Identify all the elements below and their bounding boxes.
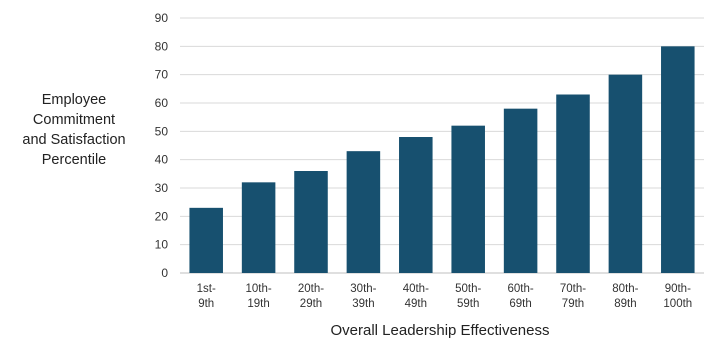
bar xyxy=(661,46,695,274)
y-tick-label: 20 xyxy=(155,209,169,223)
bar xyxy=(241,182,276,273)
bar xyxy=(608,74,643,274)
bar xyxy=(556,94,590,273)
x-tick-label: 10th- xyxy=(245,283,271,295)
x-tick-label: 30th- xyxy=(350,283,376,295)
x-tick-label: 19th xyxy=(247,298,269,310)
bar xyxy=(189,207,223,273)
y-axis-title: Employee Commitment and Satisfaction Per… xyxy=(4,90,144,170)
y-tick-label: 50 xyxy=(155,124,169,138)
y-tick-label: 70 xyxy=(155,68,169,82)
bar xyxy=(503,108,538,274)
bar xyxy=(346,151,381,273)
x-tick-label: 89th xyxy=(614,298,636,310)
x-tick-label: 29th xyxy=(300,298,322,310)
x-tick-label: 100th xyxy=(663,298,692,310)
x-tick-label: 70th- xyxy=(560,283,586,295)
bar xyxy=(451,125,485,274)
bar xyxy=(294,171,328,273)
x-tick-label: 20th- xyxy=(298,283,324,295)
y-axis-title-line: Commitment xyxy=(32,112,116,128)
y-tick-label: 80 xyxy=(155,39,169,53)
x-tick-label: 79th xyxy=(562,298,584,310)
y-tick-label: 10 xyxy=(155,238,169,252)
x-axis-title: Overall Leadership Effectiveness xyxy=(330,322,550,339)
y-axis-title-line: Percentile xyxy=(41,152,107,168)
x-tick-label: 80th- xyxy=(612,283,638,295)
x-tick-label: 59th xyxy=(457,298,479,310)
y-tick-label: 30 xyxy=(155,181,169,195)
x-tick-label: 39th xyxy=(352,298,374,310)
y-tick-label: 90 xyxy=(155,11,169,25)
x-tick-label: 90th- xyxy=(665,283,691,295)
x-tick-label: 1st- xyxy=(197,283,216,295)
x-tick-label: 69th xyxy=(509,298,531,310)
x-tick-label: 60th- xyxy=(507,283,533,295)
y-axis-title-line: and Satisfaction xyxy=(22,132,126,148)
x-tick-label: 40th- xyxy=(403,283,429,295)
y-tick-label: 0 xyxy=(161,266,168,280)
x-tick-label: 49th xyxy=(405,298,427,310)
y-tick-label: 40 xyxy=(155,153,169,167)
x-tick-label: 50th- xyxy=(455,283,481,295)
bar xyxy=(399,137,433,273)
y-tick-label: 60 xyxy=(155,96,169,110)
x-tick-label: 9th xyxy=(198,298,214,310)
y-axis-title-line: Employee xyxy=(41,92,107,108)
